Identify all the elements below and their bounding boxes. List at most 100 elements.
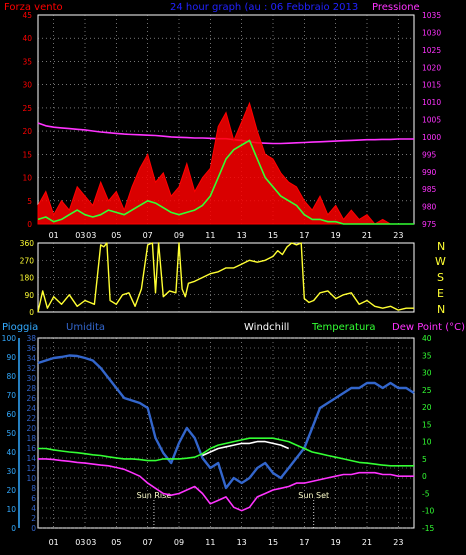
sun-set-label: Sun Set <box>298 491 329 500</box>
y-tick-label-left: 45 <box>22 11 32 20</box>
x-tick-label: 11 <box>205 231 215 240</box>
y-tick-label-humidity: 2 <box>31 514 36 523</box>
y-tick-label-rain: 40 <box>6 448 16 457</box>
y-tick-label-rain: 50 <box>6 429 16 438</box>
x-tick-label: 11 <box>205 538 215 547</box>
y-tick-label-humidity: 22 <box>26 414 36 423</box>
y-tick-label-right: 1025 <box>422 46 441 55</box>
y-tick-label-right: 20 <box>422 403 432 412</box>
x-tick-label: 13 <box>237 538 247 547</box>
y-tick-label-right: 995 <box>422 150 437 159</box>
rain-label: Pioggia <box>2 322 38 333</box>
wind-speed-line <box>37 139 414 225</box>
x-tick-label: 15 <box>268 231 278 240</box>
y-tick-label-left: 10 <box>22 174 32 183</box>
direction-letter: E <box>437 287 444 300</box>
wind-direction-panel: 0 90 180 270 360 <box>20 239 415 317</box>
dewpoint-label: Dew Point (°C) <box>392 322 465 333</box>
y-tick-label-humidity: 18 <box>26 434 36 443</box>
x-tick-label: 05 <box>111 538 121 547</box>
y-tick-label-humidity: 28 <box>26 384 36 393</box>
y-tick-label-right: -15 <box>422 524 434 533</box>
x-tick-label: 03 <box>75 538 85 547</box>
y-tick-label-right: 5 <box>422 455 427 464</box>
y-tick-label-left: 25 <box>22 104 32 113</box>
x-tick-label: 03 <box>86 538 96 547</box>
y-tick-label-humidity: 6 <box>31 494 36 503</box>
y-tick-label-right: -5 <box>422 489 430 498</box>
y-tick-label-right: 1005 <box>422 116 441 125</box>
wind-title: 24 hour graph (au : 06 Febbraio 2013 <box>170 2 358 13</box>
humidity-label: Umidita <box>66 322 105 333</box>
weather-panel: 0102030405060708090100024681012141618202… <box>2 334 435 547</box>
dew-point-line <box>38 458 414 512</box>
x-tick-label: 03 <box>75 231 85 240</box>
x-tick-label: 03 <box>86 231 96 240</box>
y-tick-label-right: 35 <box>422 351 432 360</box>
y-tick-label-humidity: 0 <box>31 524 36 533</box>
direction-letters: N W S E N <box>435 240 446 316</box>
y-tick-label-rain: 90 <box>6 353 16 362</box>
y-tick-label-right: 15 <box>422 420 432 429</box>
wind-pressure-panel: 0510152025303540459759809859909951000100… <box>22 11 441 240</box>
y-tick-label-humidity: 34 <box>26 354 36 363</box>
y-tick-label-right: 1030 <box>422 28 441 37</box>
y-tick-label-left: 0 <box>27 220 32 229</box>
x-tick-label: 15 <box>268 538 278 547</box>
sun-rise-label: Sun Rise <box>137 491 172 500</box>
direction-letter: S <box>437 271 444 284</box>
y-tick-label-humidity: 20 <box>26 424 36 433</box>
x-tick-label: 17 <box>299 538 309 547</box>
y-tick-label-right: 10 <box>422 438 432 447</box>
windchill-line <box>202 440 290 457</box>
y-tick-label-humidity: 26 <box>26 394 36 403</box>
y-tick-label-right: 985 <box>422 185 437 194</box>
y-tick-label-right: 1020 <box>422 63 441 72</box>
x-tick-label: 13 <box>237 231 247 240</box>
temperature-label: Temperatura <box>311 322 376 333</box>
y-tick-label-left: 30 <box>22 81 32 90</box>
wind-gust-area <box>37 101 414 225</box>
x-tick-label: 19 <box>331 538 341 547</box>
wind-direction-line <box>37 242 414 313</box>
y-tick-label-right: 1000 <box>422 133 441 142</box>
direction-letter: N <box>437 240 445 253</box>
y-tick-label-right: 990 <box>422 168 437 177</box>
x-tick-label: 01 <box>49 231 59 240</box>
y-tick-label-right: 0 <box>422 472 427 481</box>
direction-letter: N <box>437 303 445 316</box>
y-tick-label-humidity: 36 <box>26 344 36 353</box>
y-tick-label-left: 40 <box>22 34 32 43</box>
x-tick-label: 21 <box>362 538 372 547</box>
x-tick-label: 01 <box>49 538 59 547</box>
y-tick-label-right: 1035 <box>422 11 441 20</box>
y-tick-label-left: 35 <box>22 57 32 66</box>
x-tick-label: 09 <box>174 231 184 240</box>
y-tick-label-rain: 80 <box>6 372 16 381</box>
x-tick-label: 09 <box>174 538 184 547</box>
wind-left-label: Forza vento <box>4 2 63 13</box>
y-tick-label-humidity: 8 <box>31 484 36 493</box>
y-tick-label: 0 <box>29 308 34 317</box>
x-tick-label: 17 <box>299 231 309 240</box>
y-tick-label-humidity: 30 <box>26 374 36 383</box>
windchill-label: Windchill <box>244 322 289 333</box>
y-tick-label-left: 15 <box>22 150 32 159</box>
y-tick-label-right: 1015 <box>422 81 441 90</box>
x-tick-label: 05 <box>111 231 121 240</box>
y-tick-label-rain: 10 <box>6 505 16 514</box>
y-tick-label: 360 <box>20 239 35 248</box>
y-tick-label-left: 20 <box>22 127 32 136</box>
y-tick-label-right: -10 <box>422 507 434 516</box>
y-tick-label-right: 40 <box>422 334 432 343</box>
y-tick-label-humidity: 12 <box>26 464 36 473</box>
y-tick-label-right: 980 <box>422 203 437 212</box>
y-tick-label-humidity: 4 <box>31 504 36 513</box>
y-tick-label: 180 <box>20 274 35 283</box>
umidita-line <box>37 354 415 490</box>
y-tick-label-humidity: 10 <box>26 474 36 483</box>
y-tick-label-rain: 30 <box>6 467 16 476</box>
y-tick-label-right: 25 <box>422 386 432 395</box>
